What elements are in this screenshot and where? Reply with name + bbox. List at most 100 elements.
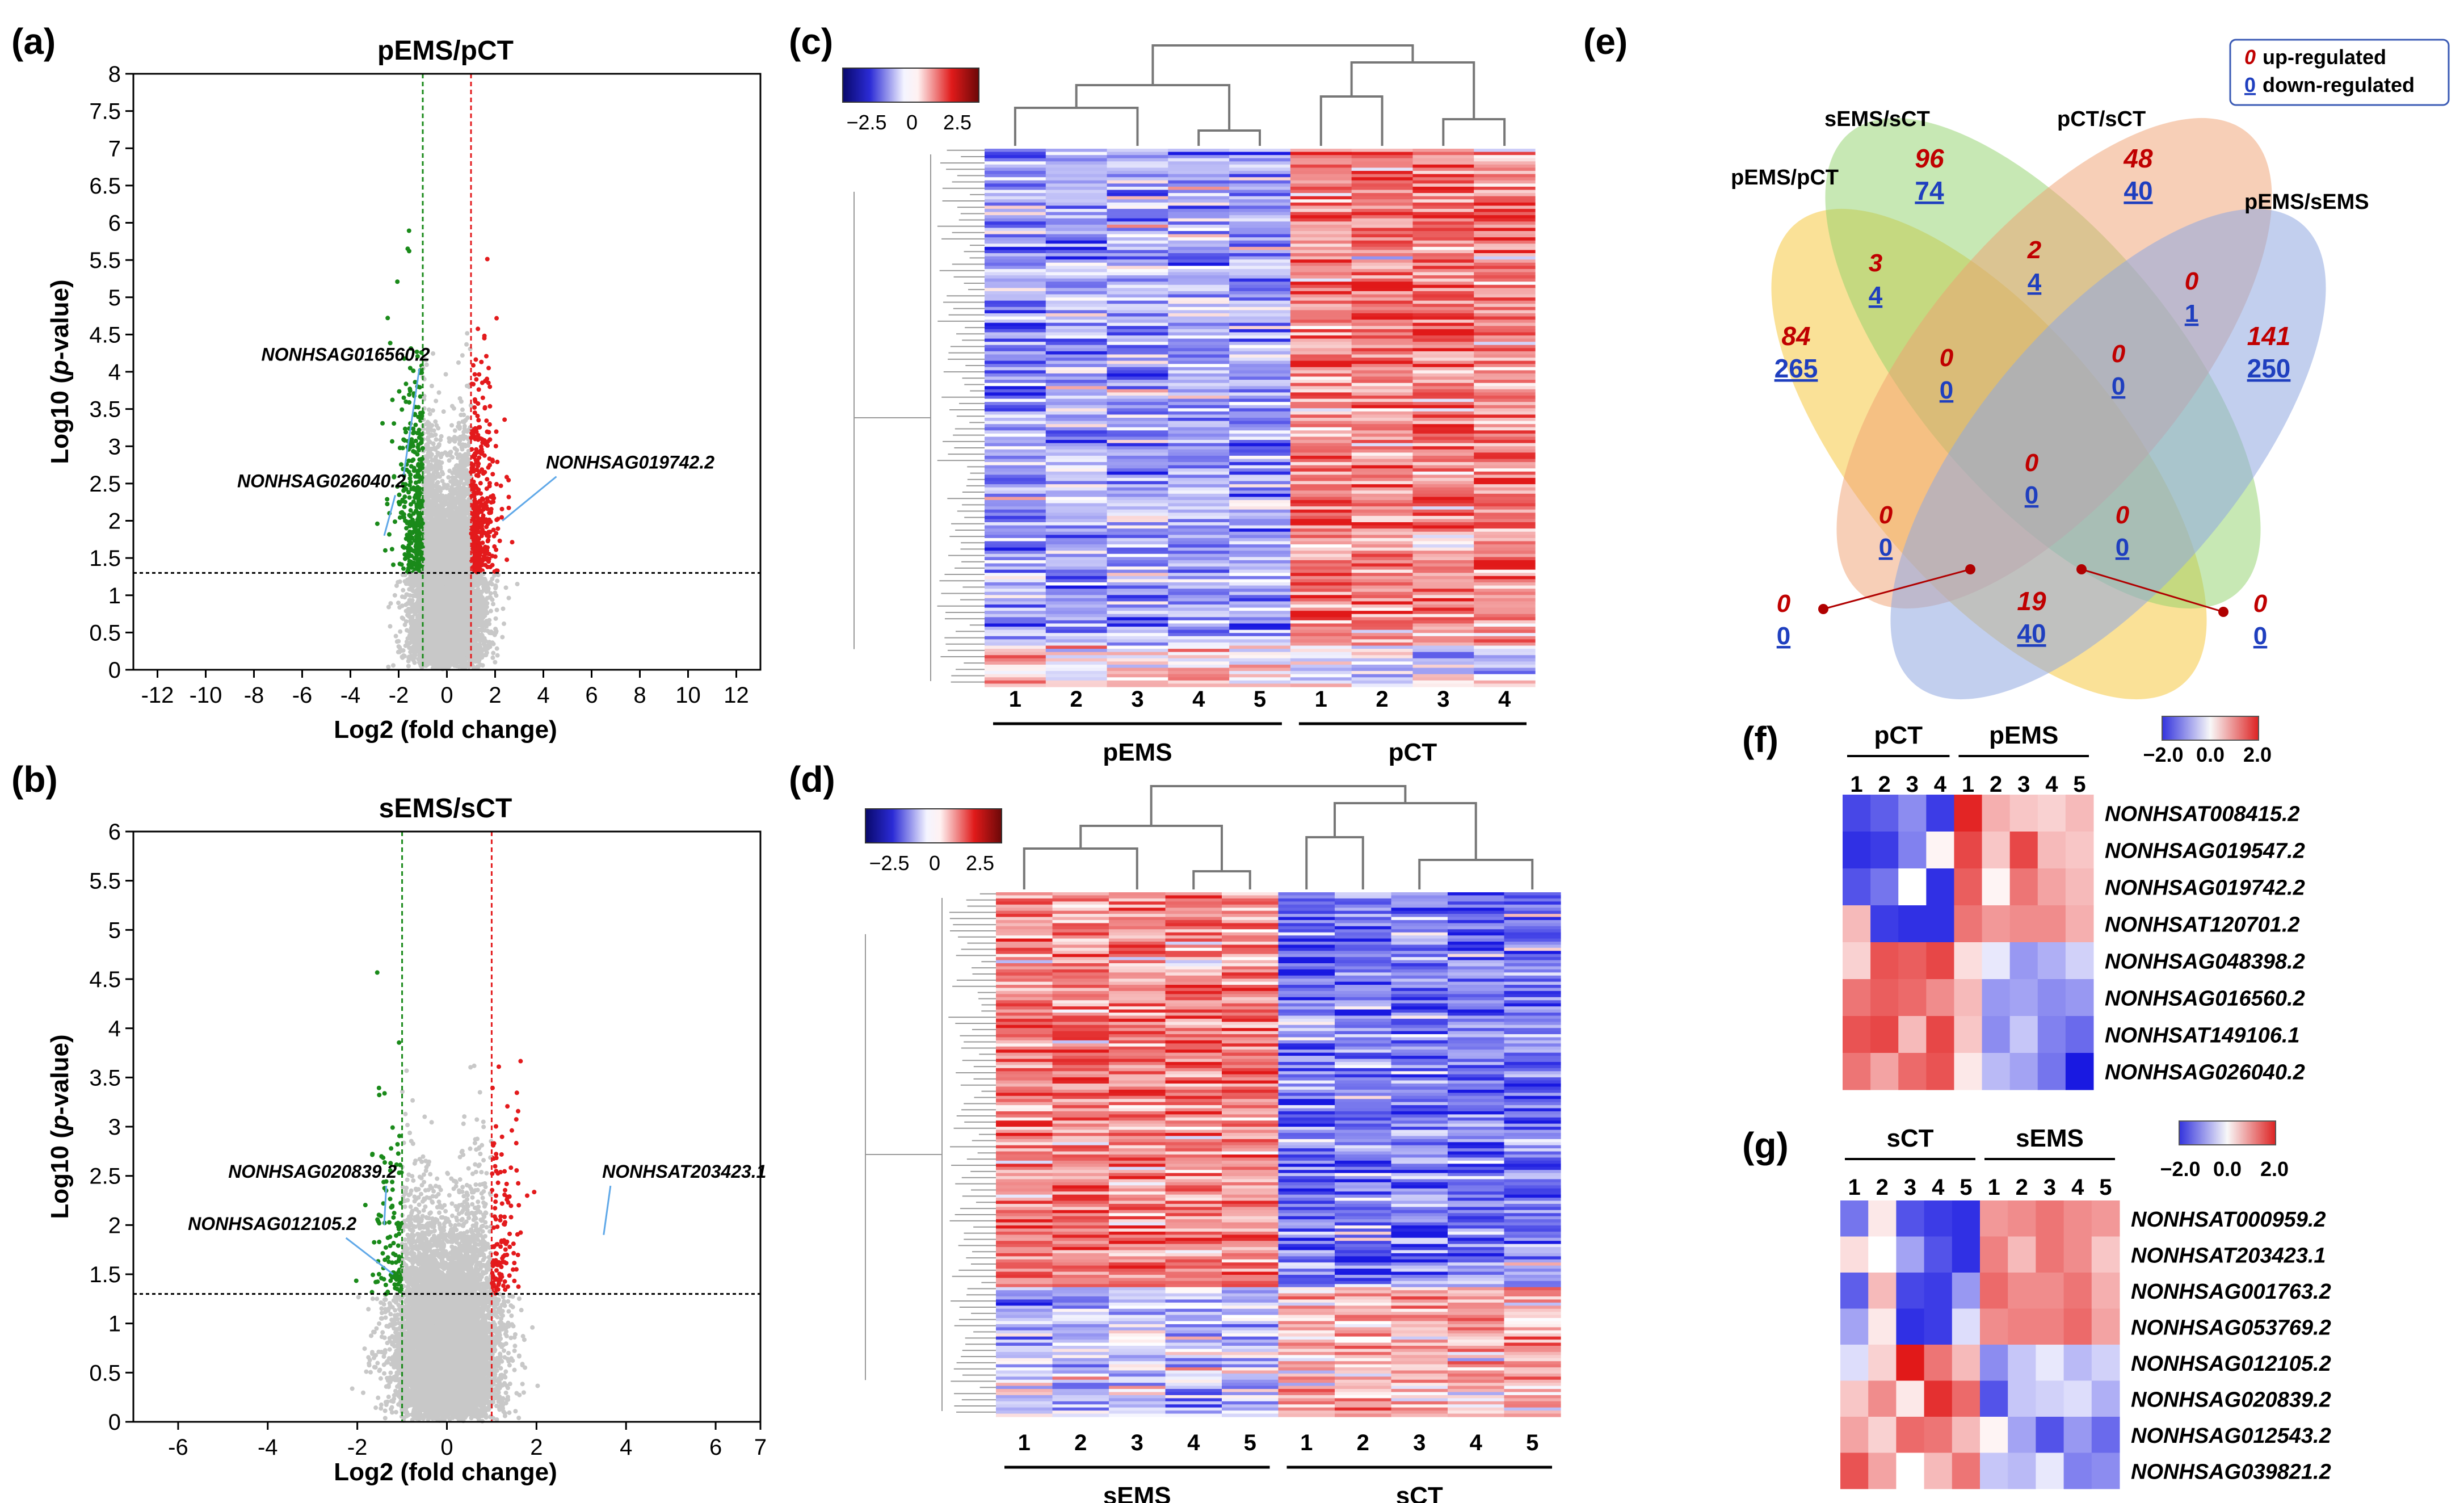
data-point [456, 360, 461, 365]
data-point [386, 532, 392, 537]
data-point [495, 526, 501, 531]
y-tick-label: 0 [108, 658, 121, 683]
data-point [407, 392, 412, 397]
y-tick-label: 4 [108, 360, 121, 385]
data-point [443, 372, 448, 377]
data-point [449, 423, 455, 428]
x-tick-label: 4 [537, 683, 549, 708]
y-tick-label: 7.5 [89, 99, 121, 124]
data-point [411, 368, 416, 373]
x-tick-label: -12 [141, 683, 174, 708]
data-point [431, 351, 436, 356]
data-point [406, 664, 411, 669]
data-point [385, 497, 390, 502]
data-point [477, 455, 482, 460]
data-point [400, 407, 405, 412]
data-point [482, 405, 487, 410]
data-point [406, 249, 411, 254]
data-point [506, 477, 511, 482]
y-tick-label: 2 [108, 509, 121, 534]
data-point [502, 621, 507, 626]
data-point [503, 585, 508, 590]
y-tick-label: 8 [108, 62, 121, 87]
data-point [494, 593, 499, 598]
y-tick-label: 1.5 [89, 546, 121, 571]
x-tick-label: -2 [389, 683, 409, 708]
data-point [493, 584, 498, 589]
data-point [434, 423, 439, 428]
panel-label-e: (e) [1583, 21, 1628, 62]
data-point [493, 616, 498, 621]
data-point [487, 422, 492, 427]
panel-label-b: (b) [11, 759, 58, 800]
data-point [490, 655, 495, 660]
data-point [399, 562, 404, 567]
x-tick-label: 6 [585, 683, 598, 708]
volcano-a-points [375, 228, 520, 671]
data-point [400, 615, 405, 620]
data-point [490, 553, 495, 559]
x-tick-label: -10 [190, 683, 222, 708]
data-point [515, 581, 520, 586]
panel-label-a: (a) [11, 21, 56, 62]
y-tick-label: 3 [108, 434, 121, 459]
data-point [389, 547, 394, 552]
y-tick-label: 7 [108, 136, 121, 161]
data-point [446, 475, 451, 480]
data-point [493, 444, 498, 449]
y-tick-label: 4.5 [89, 322, 121, 347]
data-point [488, 608, 493, 614]
panel-label-d: (d) [789, 759, 835, 800]
data-point [481, 471, 486, 476]
panel-label-g: (g) [1742, 1125, 1789, 1166]
data-point [430, 408, 435, 413]
data-point [380, 421, 385, 426]
data-point [486, 366, 491, 371]
data-point [494, 646, 499, 651]
data-point [472, 372, 477, 377]
data-point [411, 457, 416, 462]
data-point [476, 473, 481, 478]
data-point [485, 477, 490, 482]
data-point [401, 566, 406, 571]
data-point [474, 377, 479, 382]
data-point [407, 495, 412, 500]
x-tick-label: 8 [633, 683, 646, 708]
x-tick-label: -8 [244, 683, 264, 708]
data-point [452, 428, 457, 433]
data-point [392, 421, 397, 426]
data-point [409, 654, 414, 660]
data-point [479, 359, 484, 364]
data-point [398, 629, 403, 634]
data-point [490, 562, 495, 568]
data-point [402, 504, 407, 509]
data-point [434, 398, 439, 404]
data-point [498, 483, 503, 488]
data-point [468, 403, 473, 408]
data-point [506, 494, 511, 499]
y-tick-label: 0.5 [89, 620, 121, 645]
x-tick-label: -4 [340, 683, 361, 708]
volcano-plot-a: pEMS/pCT -12 -10 -8 -6 -4 -2 0 2 4 6 8 10 1200.511.5… [46, 36, 762, 744]
y-tick-label: 3.5 [89, 397, 121, 422]
data-point [493, 660, 498, 665]
x-tick-label: -6 [292, 683, 313, 708]
x-tick-label: 12 [724, 683, 749, 708]
x-tick-label: 10 [675, 683, 701, 708]
volcano-a-ticks: -12 -10 -8 -6 -4 -2 0 2 4 6 8 10 1200.511.522.533.54… [89, 62, 749, 708]
data-point [382, 548, 388, 553]
data-point [477, 425, 482, 430]
y-tick-label: 6 [108, 211, 121, 236]
y-tick-label: 6.5 [89, 174, 121, 199]
volcano-a-title: pEMS/pCT [377, 36, 514, 66]
y-tick-label: 1 [108, 583, 121, 608]
data-point [413, 422, 418, 427]
data-point [429, 384, 434, 389]
panel-label-f: (f) [1742, 719, 1778, 760]
data-point [401, 437, 406, 442]
data-point [397, 492, 402, 497]
data-point [504, 557, 510, 562]
data-point [472, 405, 477, 410]
y-tick-label: 5 [108, 286, 121, 310]
